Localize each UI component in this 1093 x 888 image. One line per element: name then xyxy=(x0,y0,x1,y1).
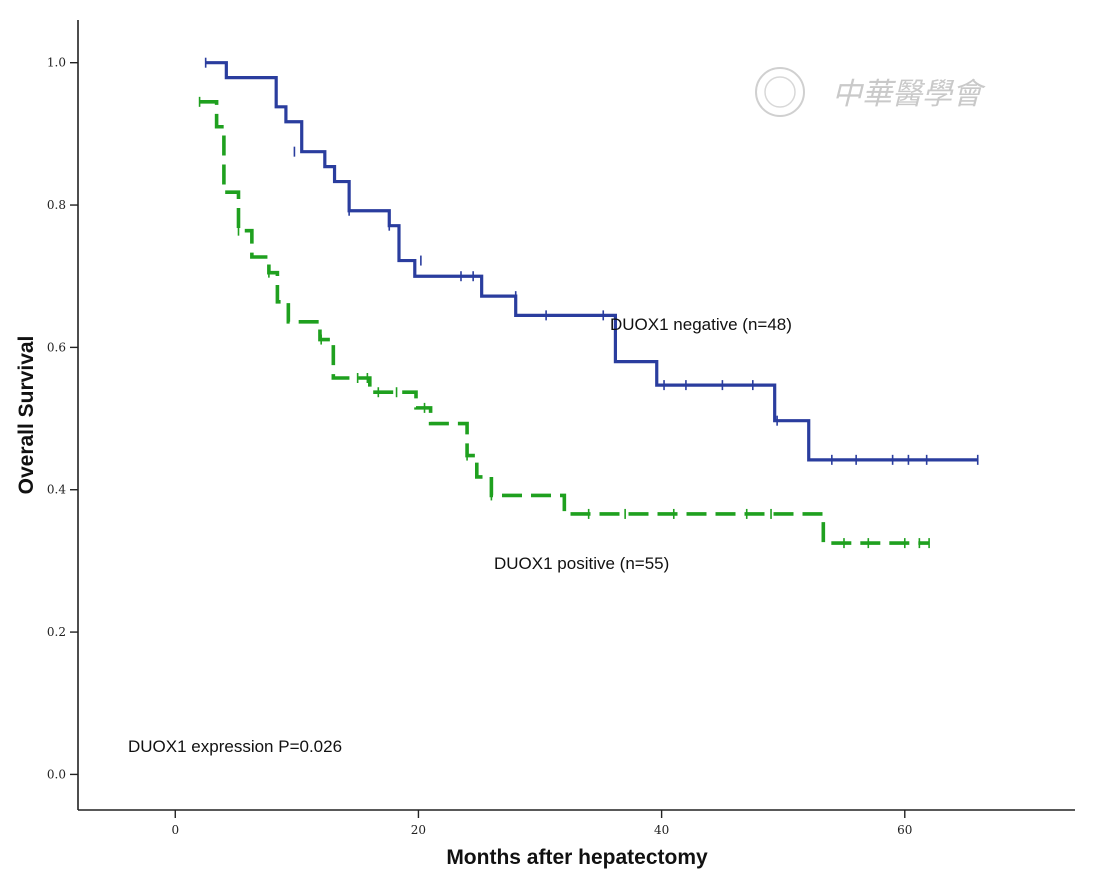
y-tick-label: 0.8 xyxy=(47,198,66,212)
y-tick-label: 0.2 xyxy=(47,625,66,639)
x-tick-label: 40 xyxy=(654,823,669,837)
y-tick-label: 0.0 xyxy=(47,767,66,781)
series-line-negative xyxy=(205,61,978,462)
watermark-text: 中華醫學會 xyxy=(832,77,986,112)
watermark-seal-inner-icon xyxy=(764,76,796,108)
series-layer xyxy=(198,57,979,549)
x-tick-label: 60 xyxy=(897,823,912,837)
watermark-seal-icon xyxy=(755,67,805,117)
p-value-annotation: DUOX1 expression P=0.026 xyxy=(128,737,342,756)
x-tick-label: 0 xyxy=(171,823,179,837)
axes xyxy=(77,20,1075,811)
x-tick-label: 20 xyxy=(411,823,426,837)
y-axis-title: Overall Survival xyxy=(15,336,38,495)
watermark: 中華醫學會 xyxy=(755,67,986,117)
x-axis-title: Months after hepatectomy xyxy=(446,846,708,869)
y-tick-label: 1.0 xyxy=(47,56,66,70)
ticks: 0.0 0.2 0.4 0.6 0.8 1.0 0 20 40 60 xyxy=(47,56,913,837)
series-label-positive: DUOX1 positive (n=55) xyxy=(494,554,669,573)
series-label-negative: DUOX1 negative (n=48) xyxy=(610,315,792,334)
y-tick-label: 0.6 xyxy=(47,340,66,354)
series-line-positive xyxy=(199,100,930,545)
y-tick-label: 0.4 xyxy=(47,483,66,497)
